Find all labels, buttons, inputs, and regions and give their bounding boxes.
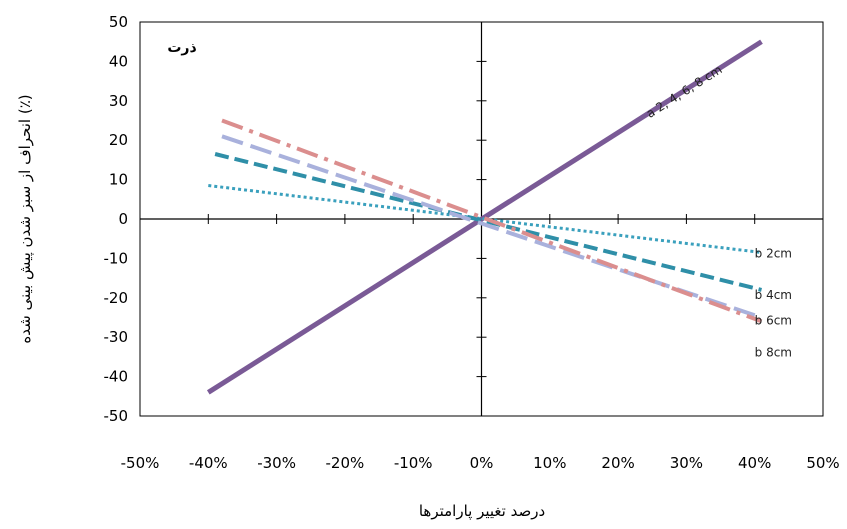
series-label-2: b 4cm bbox=[755, 288, 792, 302]
y-tick-label: -40 bbox=[104, 368, 129, 386]
series-line-4 bbox=[221, 118, 763, 324]
y-tick-label: -20 bbox=[104, 289, 129, 307]
y-tick-label: 30 bbox=[109, 92, 128, 110]
y-tick-label: -50 bbox=[104, 407, 129, 425]
x-axis-title: درصد تغییر پارامترها bbox=[419, 502, 545, 521]
y-tick-label: 0 bbox=[118, 210, 128, 228]
x-tick-label: 30% bbox=[670, 454, 703, 472]
panel-label: ذرت bbox=[167, 40, 196, 56]
y-tick-label: -30 bbox=[104, 328, 129, 346]
x-tick-label: 50% bbox=[806, 454, 839, 472]
x-tick-label: 20% bbox=[601, 454, 634, 472]
x-tick-label: 40% bbox=[738, 454, 771, 472]
x-tick-label: 0% bbox=[470, 454, 494, 472]
y-tick-label: 20 bbox=[109, 131, 128, 149]
series-layer bbox=[206, 39, 763, 395]
x-tick-label: -10% bbox=[394, 454, 433, 472]
x-tick-label: -30% bbox=[257, 454, 296, 472]
series-label-4: b 8cm bbox=[755, 345, 792, 359]
axes: 50 40 30 20 10 0 -10 -20 -30 -40 -50 -50% -40% -30% -2… bbox=[104, 13, 840, 472]
series-line-2 bbox=[214, 152, 762, 292]
y-tick-label: 40 bbox=[109, 52, 128, 70]
y-tick-label: -10 bbox=[104, 249, 129, 267]
x-tick-label: -50% bbox=[121, 454, 160, 472]
y-tick-label: 10 bbox=[109, 171, 128, 189]
x-tick-label: -40% bbox=[189, 454, 228, 472]
x-tick-label: 10% bbox=[533, 454, 566, 472]
series-label-3: b 6cm bbox=[755, 314, 792, 328]
y-tick-label: 50 bbox=[109, 13, 128, 31]
x-tick-label: -20% bbox=[326, 454, 365, 472]
y-axis-title: انحراف از سبز شدن پیش بینی شده (٪) bbox=[16, 94, 35, 343]
series-label-1: b 2cm bbox=[755, 246, 792, 260]
series-line-3 bbox=[221, 134, 763, 320]
